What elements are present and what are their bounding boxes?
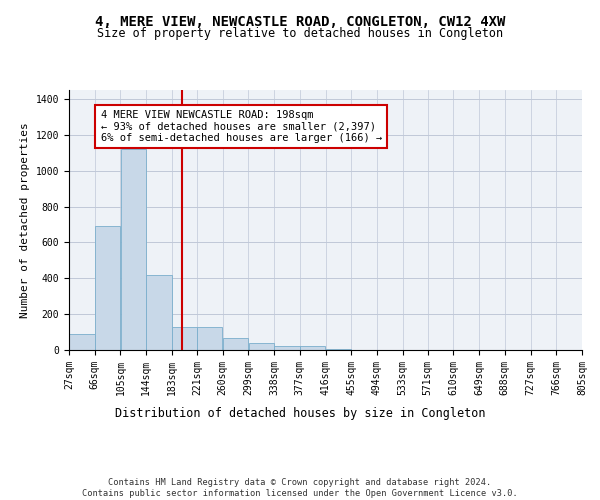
Bar	[69, 334, 95, 350]
Text: 4 MERE VIEW NEWCASTLE ROAD: 198sqm
← 93% of detached houses are smaller (2,397)
: 4 MERE VIEW NEWCASTLE ROAD: 198sqm ← 93%…	[101, 110, 382, 143]
Bar	[95, 226, 120, 350]
Y-axis label: Number of detached properties: Number of detached properties	[20, 122, 30, 318]
Bar	[197, 326, 223, 350]
Bar	[326, 349, 351, 350]
Text: 4, MERE VIEW, NEWCASTLE ROAD, CONGLETON, CW12 4XW: 4, MERE VIEW, NEWCASTLE ROAD, CONGLETON,…	[95, 15, 505, 29]
Text: Contains HM Land Registry data © Crown copyright and database right 2024.
Contai: Contains HM Land Registry data © Crown c…	[82, 478, 518, 498]
Bar	[146, 274, 172, 350]
Bar	[223, 338, 248, 350]
Bar	[172, 326, 197, 350]
Bar	[274, 346, 299, 350]
Bar	[300, 346, 325, 350]
Text: Size of property relative to detached houses in Congleton: Size of property relative to detached ho…	[97, 28, 503, 40]
Bar	[121, 149, 146, 350]
Text: Distribution of detached houses by size in Congleton: Distribution of detached houses by size …	[115, 408, 485, 420]
Bar	[248, 343, 274, 350]
